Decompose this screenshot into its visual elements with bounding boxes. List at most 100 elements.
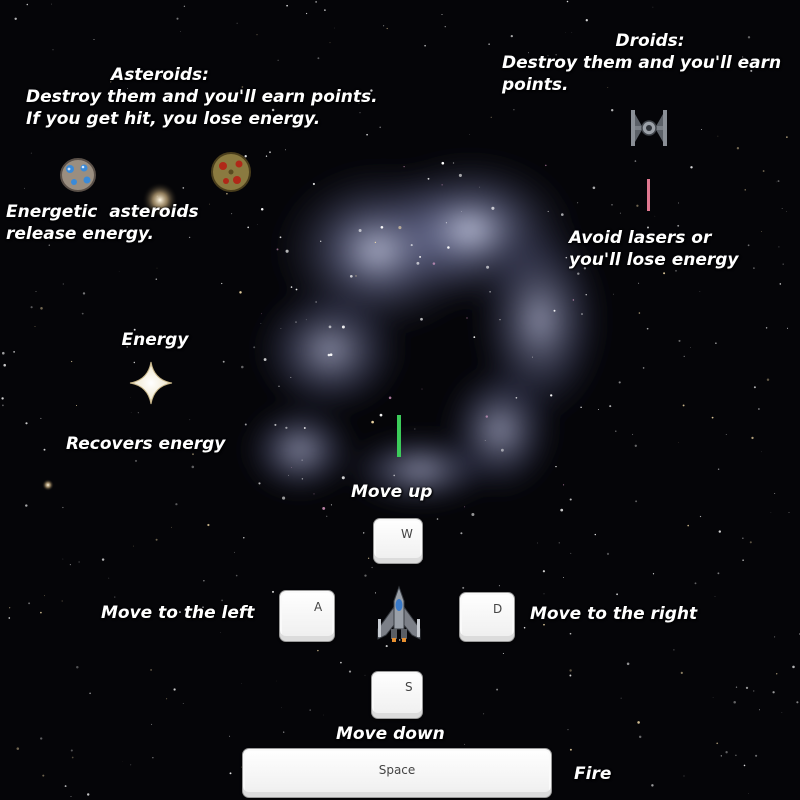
energetic-asteroid-icon xyxy=(60,158,96,192)
a-key[interactable]: A xyxy=(279,590,335,642)
star xyxy=(52,49,54,51)
star xyxy=(110,81,112,83)
star xyxy=(355,275,357,277)
star xyxy=(3,363,6,367)
star xyxy=(436,518,439,520)
star xyxy=(291,467,292,468)
star xyxy=(735,686,738,688)
star xyxy=(283,731,285,733)
star xyxy=(786,327,789,329)
a-key-label: A xyxy=(314,600,323,614)
star xyxy=(62,558,64,560)
space-key[interactable]: Space xyxy=(242,748,552,798)
star xyxy=(364,674,366,676)
star xyxy=(528,52,529,54)
star xyxy=(466,317,468,319)
star xyxy=(182,702,184,705)
star xyxy=(410,244,413,247)
asteroids-description: Destroy them and you'll earn points. If … xyxy=(26,87,378,129)
star xyxy=(788,512,790,513)
star xyxy=(260,323,262,324)
star xyxy=(203,580,205,582)
droid-icon xyxy=(631,110,667,146)
star xyxy=(260,313,262,315)
star xyxy=(634,444,637,447)
star xyxy=(403,165,405,168)
star xyxy=(70,749,73,752)
star xyxy=(618,381,621,384)
star xyxy=(619,212,621,214)
star xyxy=(770,512,772,513)
star xyxy=(76,405,77,406)
star xyxy=(592,186,596,190)
move-left-label: Move to the left xyxy=(101,603,255,623)
star xyxy=(580,406,582,409)
star xyxy=(229,735,231,737)
star xyxy=(295,321,297,323)
star xyxy=(189,419,191,421)
star xyxy=(328,325,332,329)
star xyxy=(286,4,288,7)
star xyxy=(751,436,754,440)
star xyxy=(786,136,788,138)
star xyxy=(317,57,320,60)
s-key[interactable]: S xyxy=(371,671,423,719)
star xyxy=(432,262,436,265)
star xyxy=(156,267,158,269)
star xyxy=(398,226,402,230)
star xyxy=(452,162,455,164)
star xyxy=(151,723,153,725)
star xyxy=(178,611,181,614)
star xyxy=(25,504,28,507)
star xyxy=(736,147,740,150)
star xyxy=(725,751,728,754)
star xyxy=(635,500,638,503)
star xyxy=(677,202,679,204)
star xyxy=(483,713,485,715)
star xyxy=(290,286,293,288)
star xyxy=(462,586,465,589)
star xyxy=(383,25,385,27)
star xyxy=(277,59,279,61)
star xyxy=(397,735,399,737)
star xyxy=(642,367,645,369)
star xyxy=(606,552,610,556)
star xyxy=(301,478,304,480)
d-key[interactable]: D xyxy=(459,592,515,642)
star xyxy=(241,365,244,369)
star xyxy=(29,89,31,92)
star xyxy=(683,775,685,777)
star xyxy=(371,420,374,424)
star xyxy=(652,6,654,8)
star xyxy=(543,593,545,595)
asteroid-icon xyxy=(211,152,251,192)
star xyxy=(179,31,181,32)
star xyxy=(359,112,361,114)
w-key[interactable]: W xyxy=(373,518,423,564)
star xyxy=(62,506,64,509)
star xyxy=(312,182,315,186)
star xyxy=(26,3,29,6)
star xyxy=(560,508,564,512)
energy-star-icon xyxy=(129,361,173,405)
star xyxy=(48,244,51,246)
star xyxy=(16,747,20,750)
star xyxy=(202,606,204,609)
star xyxy=(322,506,326,510)
star xyxy=(349,274,353,278)
star xyxy=(40,307,43,310)
star xyxy=(777,180,780,183)
star xyxy=(577,202,579,204)
star xyxy=(61,600,63,602)
star xyxy=(776,673,778,675)
star xyxy=(677,224,680,227)
star xyxy=(782,263,784,265)
star xyxy=(188,236,191,239)
star xyxy=(295,288,298,291)
star xyxy=(752,690,755,692)
star xyxy=(796,701,799,704)
star xyxy=(374,241,377,244)
star xyxy=(62,283,64,285)
star xyxy=(678,339,681,342)
star xyxy=(40,417,42,419)
